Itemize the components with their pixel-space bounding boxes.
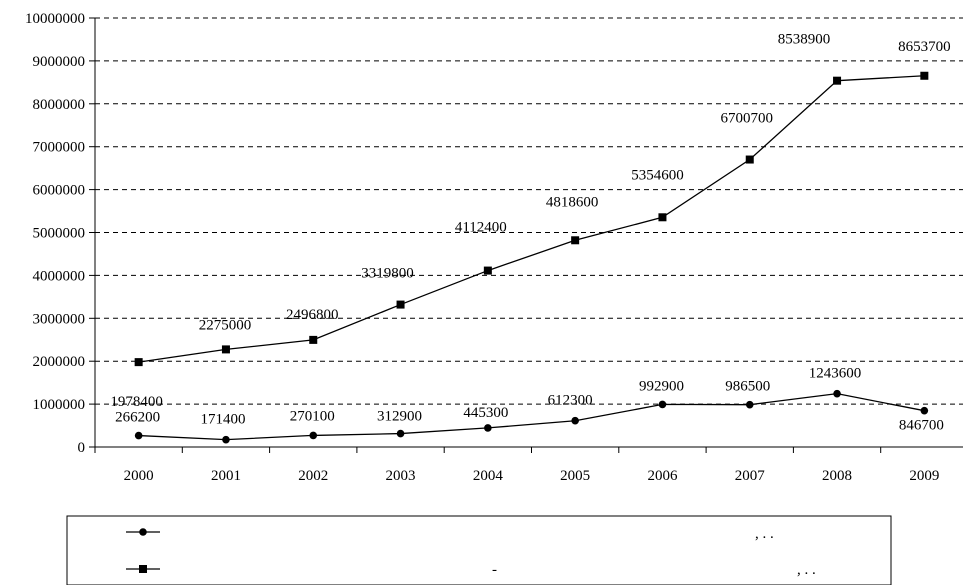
data-labels: 266200 171400 270100 312900 445300 612300 9929…	[110, 32, 950, 434]
series-1-label-2008: 1243600	[809, 366, 862, 382]
x-tick-label-2000: 2000	[124, 468, 154, 484]
series-1-point-2007	[745, 400, 754, 409]
series-1-label-2001: 171400	[200, 412, 245, 428]
series-2-label-2003: 3319800	[361, 266, 414, 282]
y-tick-label-2: 2000000	[33, 354, 86, 370]
y-tick-label-10: 10000000	[25, 11, 85, 27]
series-1-label-2007: 986500	[725, 379, 770, 395]
series-2-label-2002: 2496800	[286, 307, 339, 323]
x-tick-label-2004: 2004	[473, 468, 504, 484]
series-2-label-2007: 6700700	[721, 111, 774, 127]
series-2-point-2000	[134, 358, 143, 367]
y-tick-label-6: 6000000	[33, 183, 86, 199]
x-tick-label-2007: 2007	[735, 468, 766, 484]
series-markers	[134, 71, 929, 444]
legend-marker-series-2	[139, 565, 147, 573]
series-1-point-2003	[396, 429, 405, 438]
series-1-point-2002	[309, 431, 318, 440]
legend-marker-series-1	[139, 528, 147, 536]
series-2-label-2000: 1978400	[110, 394, 163, 410]
x-tick-label-2003: 2003	[386, 468, 416, 484]
legend-text-series-2-suffix: , . .	[797, 562, 816, 578]
series-1-label-2000: 266200	[115, 410, 160, 426]
x-tick-label-2009: 2009	[909, 468, 939, 484]
series-2-point-2007	[745, 155, 754, 164]
x-tick-label-2006: 2006	[647, 468, 678, 484]
y-tick-label-7: 7000000	[33, 140, 86, 156]
series-1-label-2009: 846700	[899, 418, 944, 434]
series-1-point-2006	[658, 400, 667, 409]
series-2-label-2008: 8538900	[778, 32, 831, 48]
y-tick-label-0: 0	[78, 440, 86, 456]
x-tick-label-2001: 2001	[211, 468, 241, 484]
x-tick-label-2008: 2008	[822, 468, 852, 484]
series-1-point-2005	[571, 416, 579, 425]
series-2-point-2001	[221, 345, 230, 354]
series-2-label-2001: 2275000	[199, 317, 252, 333]
legend-box	[66, 515, 892, 585]
series-1-point-2008	[833, 389, 841, 398]
y-tick-label-8: 8000000	[33, 97, 86, 113]
legend: , . . - , . .	[66, 515, 892, 585]
y-tick-label-9: 9000000	[33, 54, 86, 70]
y-tick-label-5: 5000000	[33, 226, 86, 242]
series-1-point-2000	[134, 431, 143, 440]
series-2-label-2005: 4818600	[546, 194, 599, 210]
series-1-label-2006: 992900	[639, 378, 684, 394]
series-2-point-2004	[483, 266, 492, 275]
gridlines	[95, 17, 963, 405]
y-axis-ticks: 0 1000000 2000000 3000000 4000000 5000000 6000…	[25, 11, 95, 456]
series-2-point-2003	[396, 300, 405, 309]
series-2-point-2002	[309, 335, 318, 344]
x-tick-label-2005: 2005	[560, 468, 590, 484]
series-1-point-2004	[484, 424, 492, 432]
series-lines	[138, 75, 925, 441]
series-2-label-2004: 4112400	[455, 220, 507, 236]
series-1-label-2002: 270100	[290, 408, 335, 424]
series-2-label-2006: 5354600	[631, 167, 684, 183]
series-1-point-2009	[920, 406, 929, 415]
series-2-line	[138, 75, 925, 363]
series-1-line	[138, 392, 925, 441]
legend-text-series-1: , . .	[755, 526, 774, 542]
series-2-point-2006	[658, 213, 667, 222]
y-tick-label-1: 1000000	[33, 397, 86, 413]
legend-text-series-2: -	[492, 562, 497, 578]
series-2-point-2005	[571, 236, 580, 245]
series-1-label-2003: 312900	[377, 409, 422, 425]
series-1-label-2005: 612300	[548, 393, 593, 409]
series-1-label-2004: 445300	[463, 405, 508, 421]
series-2-point-2009	[920, 71, 929, 80]
series-1-point-2001	[222, 435, 230, 444]
x-axis-ticks: 2000 2001 2002 2003 2004 2005 2006 2007 2008 2009	[94, 447, 939, 484]
series-2-point-2008	[833, 76, 842, 85]
y-tick-label-4: 4000000	[33, 268, 86, 284]
y-tick-label-3: 3000000	[33, 311, 86, 327]
x-tick-label-2002: 2002	[298, 468, 328, 484]
series-2-label-2009: 8653700	[898, 39, 951, 55]
